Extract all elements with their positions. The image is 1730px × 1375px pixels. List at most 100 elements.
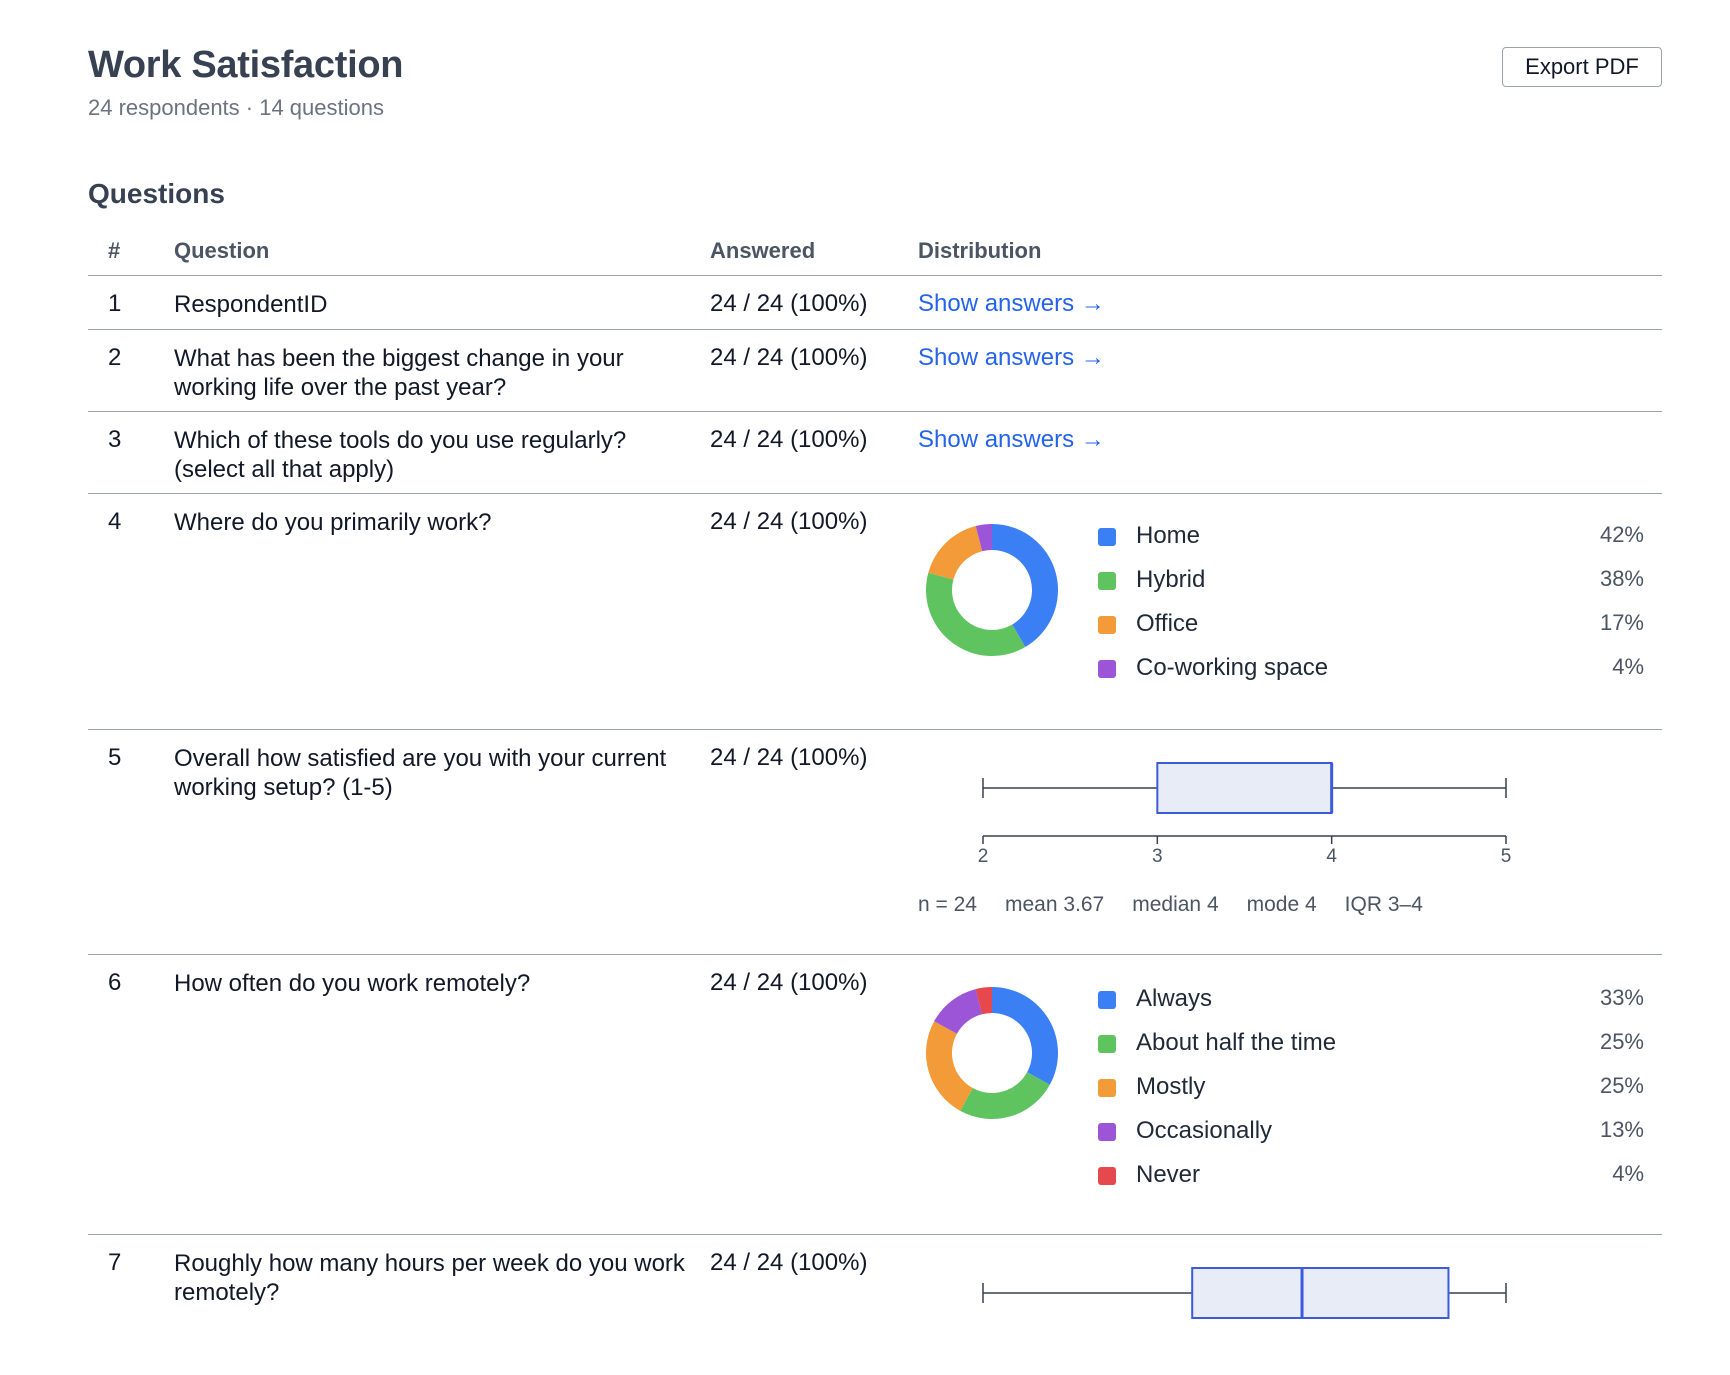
page-header: Work Satisfaction 24 respondents · 14 qu… xyxy=(88,0,1662,150)
legend-swatch xyxy=(1098,1035,1116,1053)
legend-item-co-working-space: Co-working space 4% xyxy=(1094,654,1644,698)
row-answered: 24 / 24 (100%) xyxy=(710,744,868,771)
row-question: Which of these tools do you use regularl… xyxy=(174,427,627,483)
row-answered: 24 / 24 (100%) xyxy=(710,508,868,535)
row-number: 3 xyxy=(108,426,122,453)
row-question: RespondentID xyxy=(174,291,328,318)
legend-item-home: Home 42% xyxy=(1094,522,1644,566)
show-answers-link[interactable]: Show answers → xyxy=(918,290,1105,317)
export-pdf-button[interactable]: Export PDF xyxy=(1502,47,1662,87)
legend-swatch xyxy=(1098,528,1116,546)
stat-iqr: IQR 3–4 xyxy=(1344,893,1423,916)
table-row: 2 What has been the biggest change in yo… xyxy=(88,330,1662,412)
row-number: 6 xyxy=(108,969,122,996)
row-number: 2 xyxy=(108,344,122,371)
legend-percent: 17% xyxy=(1599,610,1644,635)
donut-slice-occasionally xyxy=(934,989,983,1034)
table-row: 4 Where do you primarily work? 24 / 24 (… xyxy=(88,494,1662,730)
row-question: How often do you work remotely? xyxy=(174,970,531,997)
axis-tick-label: 2 xyxy=(978,846,989,867)
page-subtitle: 24 respondents · 14 questions xyxy=(88,95,384,120)
legend-q6: Always 33% About half the time 25% Mostly 25%… xyxy=(1094,985,1644,1205)
donut-slice-always xyxy=(992,987,1058,1085)
donut-slice-about-half-the-time xyxy=(960,1072,1050,1119)
legend-percent: 25% xyxy=(1599,1029,1644,1054)
donut-chart-q4 xyxy=(918,516,1066,671)
legend-item-never: Never 4% xyxy=(1094,1161,1644,1205)
show-answers-link[interactable]: Show answers → xyxy=(918,344,1105,371)
legend-percent: 38% xyxy=(1599,566,1644,591)
box-plot-q5: 2 3 4 5 xyxy=(978,762,1512,867)
iqr-box xyxy=(1156,762,1333,814)
legend-label: Never xyxy=(1136,1161,1201,1188)
donut-svg xyxy=(926,524,1058,656)
show-answers-link[interactable]: Show answers → xyxy=(918,426,1105,453)
row-question: Where do you primarily work? xyxy=(174,509,492,536)
donut-slice-mostly xyxy=(926,1021,973,1111)
row-answered: 24 / 24 (100%) xyxy=(710,290,868,317)
legend-swatch xyxy=(1098,991,1116,1009)
row-answered: 24 / 24 (100%) xyxy=(710,426,868,453)
row-number: 5 xyxy=(108,744,122,771)
axis-tick-label: 5 xyxy=(1501,846,1512,867)
col-header-answered: Answered xyxy=(710,238,816,263)
table-row: 5 Overall how satisfied are you with you… xyxy=(88,730,1662,955)
row-number: 4 xyxy=(108,508,122,535)
section-title: Questions xyxy=(88,178,225,209)
stats-q5: n = 24 mean 3.67 median 4 mode 4 IQR 3–4 xyxy=(918,893,1423,917)
stat-mode: mode 4 xyxy=(1246,893,1317,916)
donut-slice-co-working-space xyxy=(975,524,992,552)
row-answered: 24 / 24 (100%) xyxy=(710,1249,868,1276)
row-number: 1 xyxy=(108,290,122,317)
stat-median: median 4 xyxy=(1132,893,1219,916)
donut-slice-office xyxy=(928,526,983,580)
legend-percent: 13% xyxy=(1599,1117,1644,1142)
row-number: 7 xyxy=(108,1249,122,1276)
col-header-distribution: Distribution xyxy=(918,238,1042,263)
donut-slice-never xyxy=(975,987,992,1015)
table-row: 6 How often do you work remotely? 24 / 2… xyxy=(88,955,1662,1235)
legend-percent: 33% xyxy=(1599,985,1644,1010)
row-question: Roughly how many hours per week do you w… xyxy=(174,1250,685,1306)
stat-mean: mean 3.67 xyxy=(1004,893,1105,916)
legend-swatch xyxy=(1098,1123,1116,1141)
legend-percent: 42% xyxy=(1599,522,1644,547)
legend-swatch xyxy=(1098,660,1116,678)
iqr-box xyxy=(1191,1267,1450,1319)
legend-swatch xyxy=(1098,1079,1116,1097)
legend-item-office: Office 17% xyxy=(1094,610,1644,654)
table-row: 7 Roughly how many hours per week do you… xyxy=(88,1235,1662,1375)
legend-swatch xyxy=(1098,616,1116,634)
row-answered: 24 / 24 (100%) xyxy=(710,344,868,371)
questions-table: # Question Answered Distribution 1 Respo… xyxy=(88,230,1662,1375)
box-plot-q7 xyxy=(982,1267,1507,1319)
donut-svg xyxy=(926,987,1058,1119)
legend-label: Co-working space xyxy=(1136,654,1329,681)
legend-q4: Home 42% Hybrid 38% Office 17% Co-working spac… xyxy=(1094,522,1644,698)
table-row: 3 Which of these tools do you use regula… xyxy=(88,412,1662,494)
donut-slice-home xyxy=(992,524,1058,647)
row-question: What has been the biggest change in your… xyxy=(174,345,624,401)
legend-percent: 25% xyxy=(1599,1073,1644,1098)
stat-n: n = 24 xyxy=(918,893,977,916)
donut-slice-hybrid xyxy=(926,572,1026,656)
legend-label: Home xyxy=(1136,522,1201,549)
table-header: # Question Answered Distribution xyxy=(88,230,1662,276)
axis-tick-label: 3 xyxy=(1152,846,1163,867)
legend-item-hybrid: Hybrid 38% xyxy=(1094,566,1644,610)
legend-label: Mostly xyxy=(1136,1073,1206,1100)
table-row: 1 RespondentID 24 / 24 (100%) Show answe… xyxy=(88,276,1662,330)
legend-label: Occasionally xyxy=(1136,1117,1273,1144)
col-header-num: # xyxy=(108,238,121,263)
axis-tick-label: 4 xyxy=(1326,846,1337,867)
legend-label: Office xyxy=(1136,610,1199,637)
legend-item-about-half-the-time: About half the time 25% xyxy=(1094,1029,1644,1073)
legend-item-mostly: Mostly 25% xyxy=(1094,1073,1644,1117)
survey-results-page: Work Satisfaction 24 respondents · 14 qu… xyxy=(88,0,1662,1319)
legend-percent: 4% xyxy=(1612,654,1644,679)
legend-label: Hybrid xyxy=(1136,566,1206,593)
page-title: Work Satisfaction xyxy=(88,44,404,86)
legend-item-always: Always 33% xyxy=(1094,985,1644,1029)
legend-item-occasionally: Occasionally 13% xyxy=(1094,1117,1644,1161)
donut-chart-q6 xyxy=(918,979,1066,1134)
